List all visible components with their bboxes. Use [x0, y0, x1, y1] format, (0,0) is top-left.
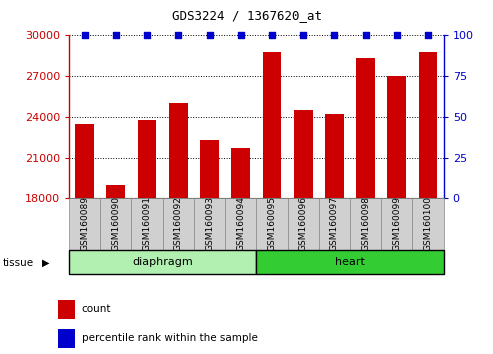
Bar — [231, 148, 250, 198]
FancyBboxPatch shape — [287, 198, 319, 250]
Point — [81, 33, 89, 38]
Bar — [387, 76, 406, 198]
Text: GSM160096: GSM160096 — [299, 196, 308, 251]
Text: GSM160094: GSM160094 — [236, 196, 245, 251]
FancyBboxPatch shape — [350, 198, 381, 250]
Point — [237, 33, 245, 38]
Bar — [263, 52, 282, 198]
FancyBboxPatch shape — [194, 198, 225, 250]
Bar — [200, 140, 219, 198]
Point — [268, 33, 276, 38]
Point — [362, 33, 370, 38]
Bar — [58, 300, 75, 319]
FancyBboxPatch shape — [69, 198, 100, 250]
Text: GSM160100: GSM160100 — [423, 196, 432, 251]
Bar — [169, 103, 188, 198]
Point — [393, 33, 401, 38]
Text: ▶: ▶ — [42, 258, 49, 268]
Text: GSM160098: GSM160098 — [361, 196, 370, 251]
Text: GSM160095: GSM160095 — [268, 196, 277, 251]
FancyBboxPatch shape — [69, 250, 256, 274]
Text: GSM160097: GSM160097 — [330, 196, 339, 251]
FancyBboxPatch shape — [413, 198, 444, 250]
FancyBboxPatch shape — [225, 198, 256, 250]
Text: GSM160090: GSM160090 — [111, 196, 120, 251]
Text: GSM160099: GSM160099 — [392, 196, 401, 251]
FancyBboxPatch shape — [256, 198, 287, 250]
FancyBboxPatch shape — [381, 198, 413, 250]
Text: diaphragm: diaphragm — [132, 257, 193, 267]
Text: GSM160089: GSM160089 — [80, 196, 89, 251]
Text: percentile rank within the sample: percentile rank within the sample — [82, 333, 258, 343]
Bar — [138, 120, 156, 198]
Point — [143, 33, 151, 38]
Point — [330, 33, 338, 38]
FancyBboxPatch shape — [100, 198, 132, 250]
Bar — [419, 52, 437, 198]
Point — [206, 33, 213, 38]
FancyBboxPatch shape — [163, 198, 194, 250]
Text: GSM160091: GSM160091 — [142, 196, 151, 251]
FancyBboxPatch shape — [256, 250, 444, 274]
Point — [424, 33, 432, 38]
Point — [112, 33, 120, 38]
Point — [175, 33, 182, 38]
Text: heart: heart — [335, 257, 365, 267]
Text: GSM160092: GSM160092 — [174, 196, 183, 251]
Bar — [294, 110, 313, 198]
FancyBboxPatch shape — [132, 198, 163, 250]
Bar — [106, 185, 125, 198]
Text: tissue: tissue — [2, 258, 34, 268]
Text: count: count — [82, 304, 111, 314]
Point — [299, 33, 307, 38]
FancyBboxPatch shape — [319, 198, 350, 250]
Text: GDS3224 / 1367620_at: GDS3224 / 1367620_at — [172, 9, 321, 22]
Bar — [75, 124, 94, 198]
Bar — [325, 114, 344, 198]
Text: GSM160093: GSM160093 — [205, 196, 214, 251]
Bar — [58, 329, 75, 348]
Bar — [356, 58, 375, 198]
